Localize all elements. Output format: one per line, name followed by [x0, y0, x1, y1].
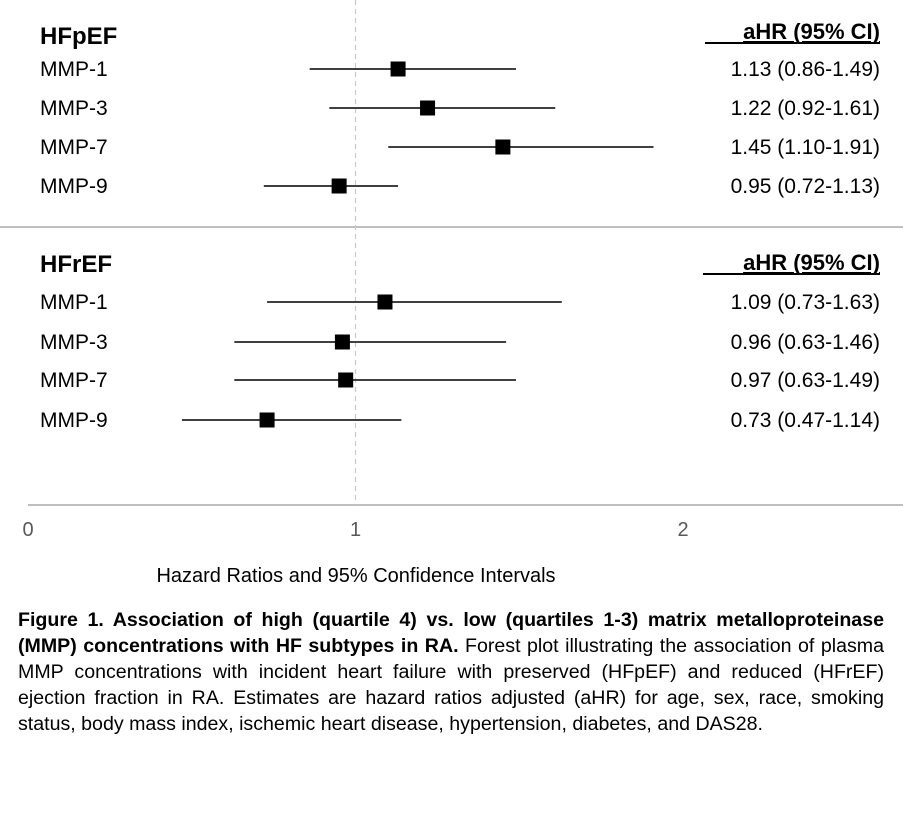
estimate-marker [334, 334, 350, 350]
estimate-marker [377, 294, 393, 310]
estimate-value: 0.73 (0.47-1.14) [731, 409, 880, 432]
estimate-header: aHR (95% CI) [743, 250, 880, 275]
caption-title: Figure 1. Association of high (quartile … [18, 609, 884, 657]
figure-caption: Figure 1. Association of high (quartile … [18, 607, 884, 737]
estimate-marker [259, 412, 275, 428]
forest-plot: HFpEF aHR (95% CI) MMP-1 1.13 (0.86-1.49)… [0, 0, 903, 587]
estimate-value: 1.09 (0.73-1.63) [731, 291, 880, 314]
estimate-value: 1.45 (1.10-1.91) [731, 136, 880, 159]
estimate-marker [495, 139, 511, 155]
estimate-header: aHR (95% CI) [743, 19, 880, 44]
estimate-value: 1.13 (0.86-1.49) [731, 58, 880, 81]
row-label: MMP-3 [40, 331, 108, 354]
tick-label: 0 [22, 519, 33, 541]
row-label: MMP-1 [40, 58, 108, 81]
tick-label: 2 [677, 519, 688, 541]
x-axis-ticks: 0 1 2 [22, 519, 688, 541]
estimate-value: 1.22 (0.92-1.61) [731, 97, 880, 120]
estimate-marker [331, 178, 347, 194]
estimate-marker [390, 61, 406, 77]
estimate-marker [338, 372, 354, 388]
x-axis-label: Hazard Ratios and 95% Confidence Interva… [156, 565, 555, 587]
row-label: MMP-7 [40, 136, 108, 159]
row-label: MMP-3 [40, 97, 108, 120]
panel-hfref: HFrEF aHR (95% CI) MMP-1 1.09 (0.73-1.63)… [40, 250, 880, 432]
tick-label: 1 [350, 519, 361, 541]
panel-title: HFrEF [40, 251, 112, 278]
panel-hfpef: HFpEF aHR (95% CI) MMP-1 1.13 (0.86-1.49)… [40, 19, 880, 198]
row-label: MMP-9 [40, 409, 108, 432]
estimate-value: 0.96 (0.63-1.46) [731, 331, 880, 354]
row-label: MMP-1 [40, 291, 108, 314]
caption-body: Forest plot illustrating the association… [18, 635, 884, 735]
estimate-value: 0.95 (0.72-1.13) [731, 175, 880, 198]
panel-title: HFpEF [40, 23, 117, 50]
row-label: MMP-7 [40, 369, 108, 392]
row-label: MMP-9 [40, 175, 108, 198]
estimate-marker [420, 100, 436, 116]
estimate-value: 0.97 (0.63-1.49) [731, 369, 880, 392]
